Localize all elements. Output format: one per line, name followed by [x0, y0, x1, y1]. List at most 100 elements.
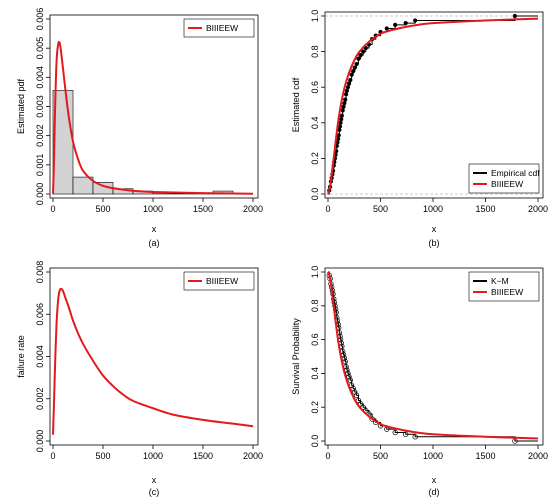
x-tick-label-a: 1500: [193, 204, 213, 214]
km-point: [346, 374, 352, 380]
y-tick-label-a: 0.003: [35, 95, 45, 118]
legend-label-b: Empirical cdf: [491, 168, 540, 178]
y-tick-label-c: 0.000: [35, 430, 45, 453]
y-axis-label-a: Estimated pdf: [16, 78, 26, 134]
y-tick-label-b: 0.8: [310, 45, 320, 58]
legend-label-a: BIIIEEW: [206, 23, 238, 33]
empirical-point: [348, 77, 353, 83]
empirical-point: [344, 88, 349, 93]
km-point: [353, 392, 360, 399]
empirical-point: [346, 81, 352, 86]
panel-subtitle-a: (a): [149, 238, 160, 248]
legend-label-c: BIIIEEW: [206, 276, 238, 286]
empirical-point: [340, 108, 345, 113]
y-tick-label-c: 0.006: [35, 303, 45, 326]
empirical-point: [337, 124, 343, 129]
km-point: [392, 429, 398, 436]
x-tick-label-c: 0: [50, 451, 55, 461]
y-tick-label-a: 0.005: [35, 37, 45, 60]
panel-subtitle-d: (d): [429, 487, 440, 497]
x-tick-label-c: 2000: [243, 451, 263, 461]
km-point: [350, 385, 356, 392]
y-tick-label-c: 0.004: [35, 345, 45, 368]
fit-curve-b: [327, 17, 539, 195]
y-tick-label-a: 0.002: [35, 124, 45, 147]
x-axis-label-d: x: [432, 475, 437, 485]
empirical-point: [512, 13, 518, 19]
empirical-point: [343, 97, 348, 102]
y-tick-label-b: 0.2: [310, 152, 320, 165]
empirical-point: [384, 26, 389, 31]
legend-a: BIIIEEW: [183, 18, 255, 38]
y-tick-label-a: 0.004: [35, 66, 45, 89]
km-point: [403, 431, 409, 437]
km-point: [369, 416, 375, 422]
y-tick-label-b: 1.0: [310, 10, 320, 23]
fit-curve-d: [327, 271, 539, 440]
legend-label-d: K−M: [491, 276, 509, 286]
empirical-point: [361, 49, 366, 54]
x-tick-label-d: 2000: [528, 451, 548, 461]
legend-box-a: [183, 18, 255, 38]
empirical-point: [393, 22, 398, 27]
legend-box-c: [183, 271, 255, 291]
empirical-point: [339, 117, 344, 122]
panel-b: 0 500 1000 1500 2000 0.0 0.2 0.4 0.6 0.8 1.0 x Estim…: [291, 10, 548, 248]
x-tick-label-c: 1000: [143, 451, 163, 461]
empirical-point: [341, 104, 346, 109]
legend-label-d: BIIIEEW: [491, 287, 523, 297]
empirical-point: [403, 21, 408, 26]
y-tick-label-d: 0.4: [310, 367, 320, 380]
empirical-point: [339, 113, 344, 118]
empirical-point: [343, 92, 349, 97]
x-tick-label-d: 500: [373, 451, 388, 461]
panel-a: 0 500 1000 1500 2000 0.000 0.001 0.002 0.003 0.00…: [16, 8, 263, 248]
x-tick-label-a: 1000: [143, 204, 163, 214]
empirical-point: [336, 133, 341, 138]
x-tick-label-a: 500: [95, 204, 110, 214]
km-point: [357, 401, 364, 407]
empirical-point: [342, 101, 347, 106]
x-tick-label-b: 1000: [423, 204, 443, 214]
y-tick-label-d: 0.2: [310, 401, 320, 414]
x-tick-label-b: 1500: [475, 204, 495, 214]
x-tick-label-a: 0: [50, 204, 55, 214]
y-tick-label-d: 1.0: [310, 266, 320, 279]
x-tick-label-c: 1500: [193, 451, 213, 461]
panel-subtitle-b: (b): [429, 238, 440, 248]
x-tick-label-c: 500: [95, 451, 110, 461]
x-axis-label-b: x: [432, 224, 437, 234]
y-tick-label-b: 0.6: [310, 81, 320, 94]
empirical-point: [345, 85, 351, 90]
y-axis-label-c: failure rate: [16, 335, 26, 378]
km-point: [412, 434, 418, 440]
plot-frame-c: [49, 267, 259, 446]
km-point: [347, 377, 353, 383]
y-tick-label-c: 0.002: [35, 387, 45, 410]
empirical-point: [356, 56, 361, 61]
empirical-point: [352, 65, 357, 70]
x-tick-label-d: 1500: [475, 451, 495, 461]
x-tick-label-b: 500: [373, 204, 388, 214]
x-axis-label-a: x: [152, 224, 157, 234]
plot-frame-b: [324, 11, 544, 199]
x-tick-label-b: 2000: [528, 204, 548, 214]
x-tick-label-d: 0: [325, 451, 330, 461]
empirical-point: [349, 72, 354, 77]
y-tick-label-b: 0.4: [310, 117, 320, 130]
empirical-point: [351, 69, 356, 74]
empirical-point: [413, 18, 418, 23]
km-point: [360, 404, 366, 410]
empirical-point: [354, 61, 359, 67]
y-axis-label-d: Survival Probability: [291, 318, 301, 395]
fit-curve-c: [52, 287, 254, 435]
y-tick-label-d: 0.6: [310, 333, 320, 346]
y-tick-label-a: 0.001: [35, 154, 45, 177]
panel-c: 0 500 1000 1500 2000 0.000 0.002 0.004 0.006 0.00…: [16, 261, 263, 497]
legend-c: BIIIEEW: [183, 271, 255, 291]
empirical-point: [358, 53, 363, 58]
panel-subtitle-c: (c): [149, 487, 160, 497]
